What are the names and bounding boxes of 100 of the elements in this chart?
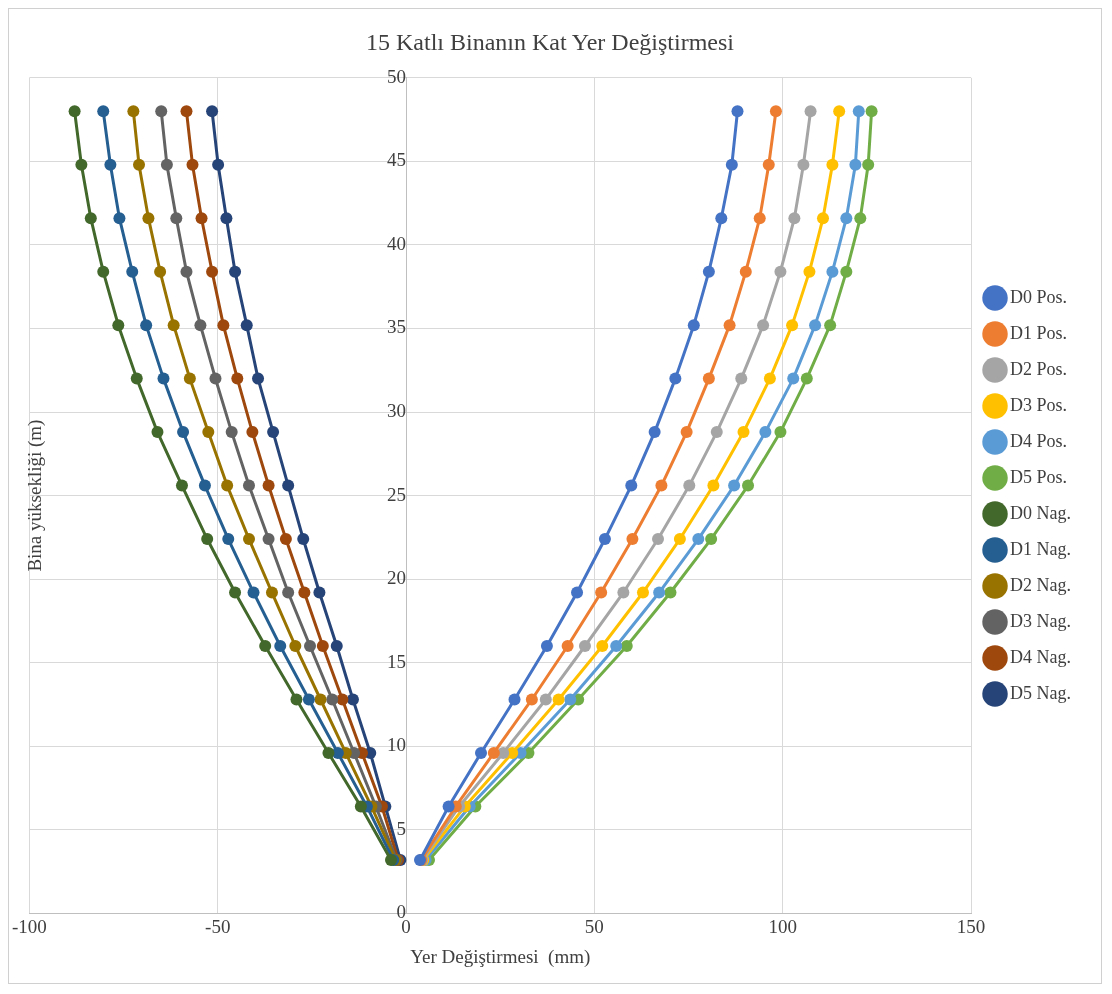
point [154,265,167,278]
x-tick-label: -50 [205,915,231,937]
point [788,212,801,225]
point [803,265,816,278]
point [725,158,738,171]
point [852,105,865,118]
point [854,212,867,225]
legend-label: D1 Pos. [1010,322,1068,343]
point [757,319,770,332]
point [265,586,278,599]
legend-label: D4 Pos. [1010,430,1068,451]
point [140,319,153,332]
point [865,105,878,118]
point [130,372,143,385]
point [229,265,242,278]
legend-label: D4 Nag. [1010,646,1072,667]
point [652,533,665,546]
point [610,640,623,653]
point [552,693,565,706]
point [539,693,552,706]
point [731,105,744,118]
point [282,586,295,599]
point [201,533,214,546]
legend-label: D0 Pos. [1010,286,1068,307]
point [274,640,287,653]
point [297,533,310,546]
point [97,265,110,278]
point [267,426,280,439]
point [222,533,235,546]
point [298,586,311,599]
y-tick-label: 40 [387,232,407,254]
point [769,105,782,118]
point [113,212,126,225]
x-axis-title: Yer Değiştirmesi (mm) [410,945,591,968]
point [68,105,81,118]
point [715,212,728,225]
point [680,426,693,439]
point [561,640,574,653]
point [564,693,577,706]
point [705,533,718,546]
point [702,265,715,278]
point [739,265,752,278]
point [221,479,234,492]
point [753,212,766,225]
point [620,640,633,653]
point [664,586,677,599]
point [231,372,244,385]
point [304,640,317,653]
point [282,479,295,492]
point [762,158,775,171]
point [508,693,521,706]
point [183,372,196,385]
chart-title: 15 Katlı Binanın Kat Yer Değiştirmesi [366,28,735,55]
point [598,533,611,546]
point [133,158,146,171]
point [636,586,649,599]
point [826,265,839,278]
point [290,693,303,706]
point [354,800,367,813]
point [840,265,853,278]
point [840,212,853,225]
point [322,746,335,759]
point [525,693,538,706]
point [246,426,259,439]
legend-label: D5 Pos. [1010,466,1068,487]
point [595,586,608,599]
point [797,158,810,171]
point [710,426,723,439]
point [242,533,255,546]
point [763,372,776,385]
point [252,372,265,385]
point [326,693,339,706]
legend-label: D3 Nag. [1010,610,1072,631]
point [669,372,682,385]
point [809,319,822,332]
point [735,372,748,385]
legend-label: D2 Pos. [1010,358,1068,379]
y-tick-label: 30 [387,400,407,422]
point [220,212,233,225]
point [247,586,260,599]
point [186,158,199,171]
point [180,265,193,278]
point [759,426,772,439]
point [683,479,696,492]
point [167,319,180,332]
point [225,426,238,439]
point [194,319,207,332]
point [177,426,190,439]
legend-label: D2 Nag. [1010,574,1072,595]
point [833,105,846,118]
y-tick-label: 20 [387,567,407,589]
point [346,693,359,706]
point [242,479,255,492]
y-tick-label: 10 [387,734,407,756]
y-axis-title: Bina yüksekliği (m) [24,419,47,572]
x-tick-label: -100 [12,915,47,937]
point [826,158,839,171]
point [314,693,327,706]
point [728,479,741,492]
point [723,319,736,332]
